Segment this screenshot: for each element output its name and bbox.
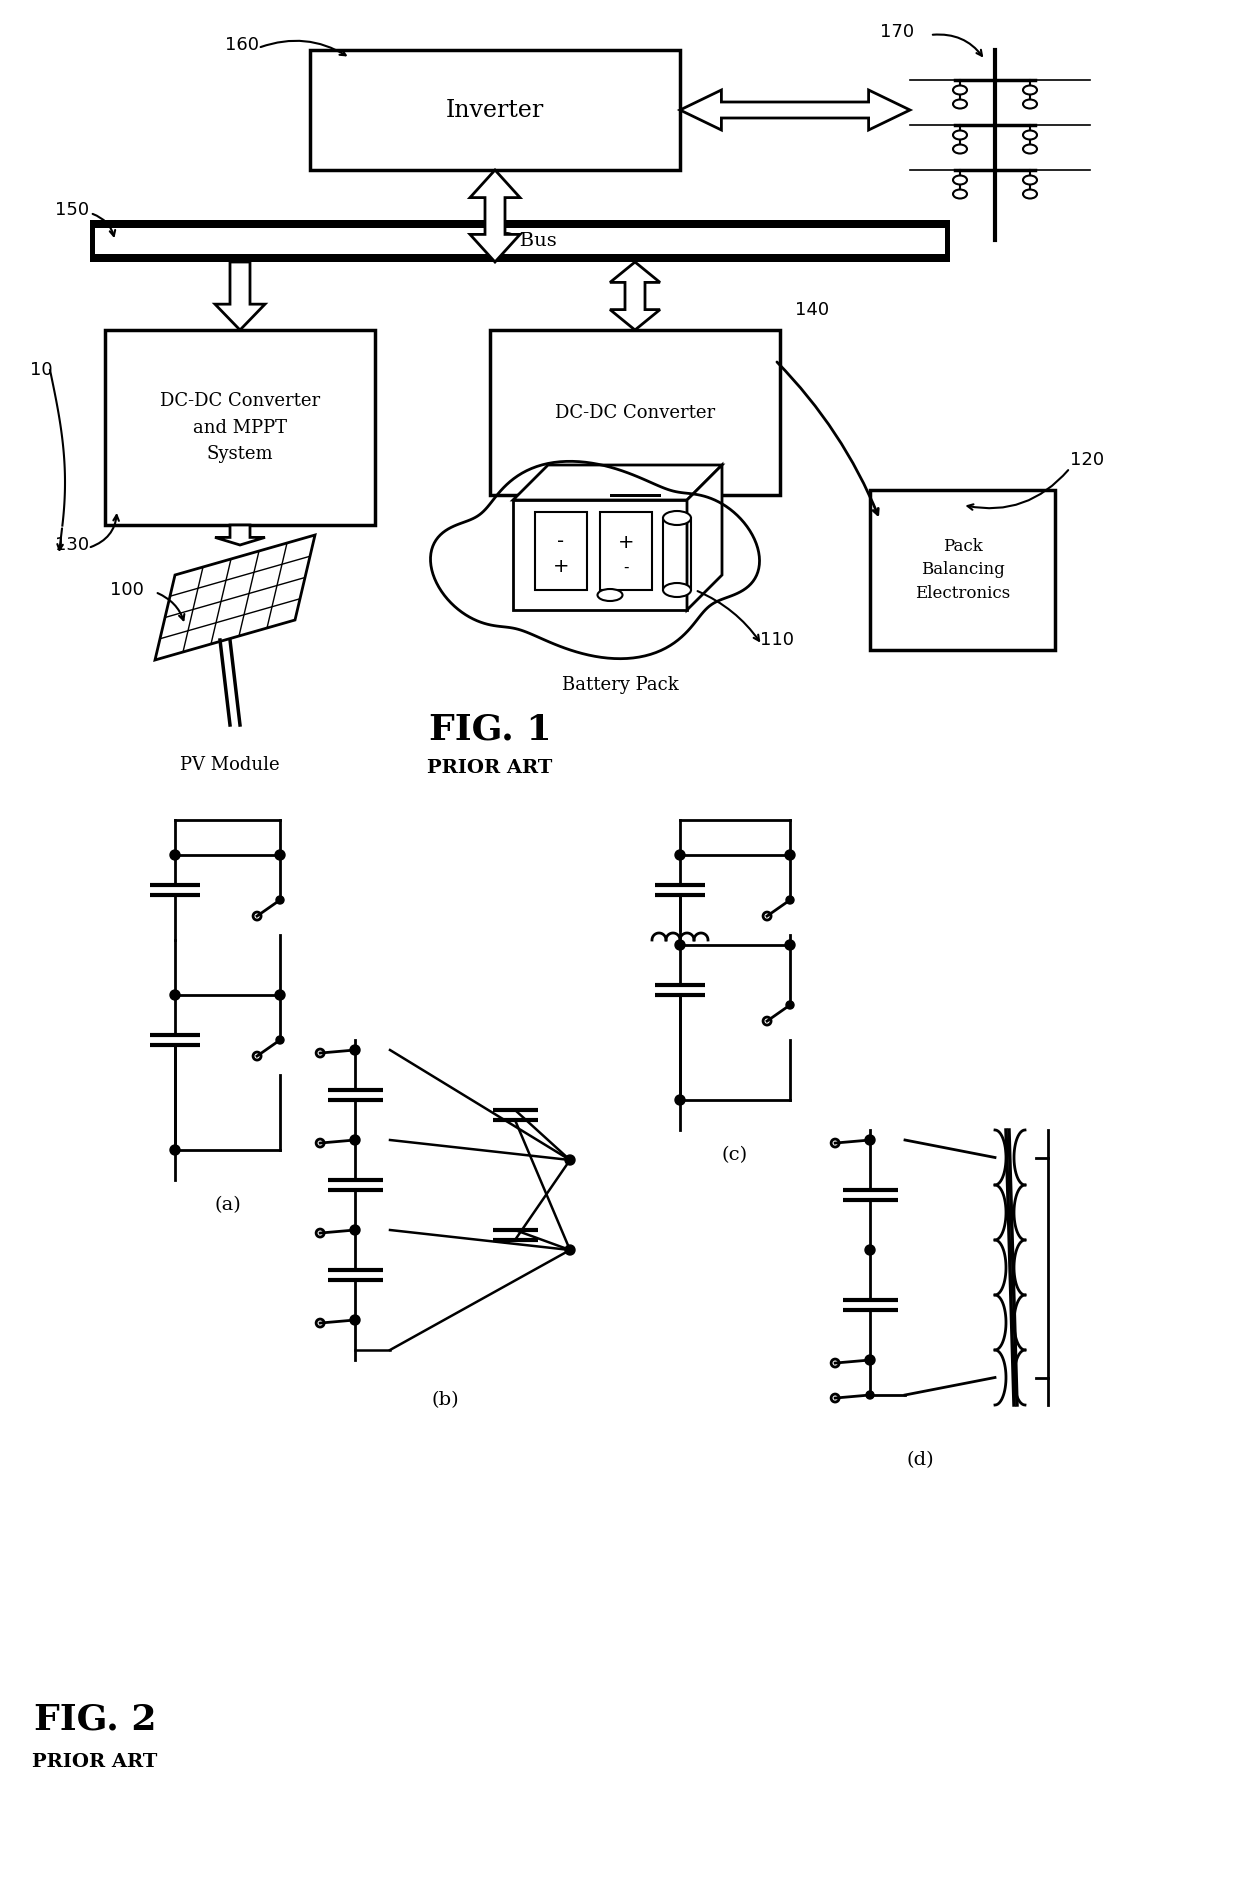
Circle shape	[275, 990, 285, 999]
Text: DC-DC Converter: DC-DC Converter	[556, 403, 715, 422]
Circle shape	[351, 1046, 360, 1054]
Polygon shape	[215, 525, 265, 546]
Circle shape	[866, 1355, 875, 1364]
Polygon shape	[513, 465, 722, 501]
Bar	[490, 329, 780, 495]
Text: 110: 110	[760, 630, 794, 649]
Bar	[600, 512, 652, 589]
Bar	[310, 51, 680, 169]
Polygon shape	[610, 262, 660, 329]
Ellipse shape	[663, 583, 691, 597]
Text: 140: 140	[795, 301, 830, 320]
Circle shape	[675, 1095, 684, 1105]
Circle shape	[565, 1156, 575, 1165]
Circle shape	[170, 1144, 180, 1156]
Circle shape	[675, 851, 684, 860]
Ellipse shape	[1023, 130, 1037, 139]
Circle shape	[786, 1001, 794, 1009]
Text: (a): (a)	[215, 1195, 241, 1214]
Bar	[105, 329, 374, 525]
Text: Pack
Balancing
Electronics: Pack Balancing Electronics	[915, 538, 1011, 602]
Circle shape	[866, 1246, 875, 1255]
Circle shape	[866, 1135, 875, 1144]
Text: Battery Pack: Battery Pack	[562, 676, 678, 694]
Text: +: +	[618, 533, 634, 551]
Circle shape	[351, 1225, 360, 1235]
Text: 160: 160	[224, 36, 259, 55]
Text: FIG. 2: FIG. 2	[33, 1703, 156, 1737]
Bar	[870, 489, 1055, 649]
Circle shape	[866, 1137, 874, 1144]
Circle shape	[277, 896, 284, 903]
Ellipse shape	[663, 512, 691, 525]
Bar	[534, 512, 587, 589]
Circle shape	[866, 1357, 874, 1364]
Circle shape	[351, 1137, 360, 1144]
Ellipse shape	[954, 85, 967, 94]
Text: DC Bus: DC Bus	[484, 231, 557, 250]
Text: -: -	[558, 533, 564, 551]
Text: (d): (d)	[906, 1451, 934, 1470]
Text: (b): (b)	[432, 1391, 459, 1410]
Circle shape	[786, 896, 794, 903]
Text: DC-DC Converter
and MPPT
System: DC-DC Converter and MPPT System	[160, 391, 320, 463]
Ellipse shape	[954, 175, 967, 184]
Text: 10: 10	[30, 361, 52, 378]
Polygon shape	[470, 169, 520, 262]
Text: 130: 130	[55, 536, 89, 553]
Text: -: -	[624, 559, 629, 574]
Circle shape	[350, 1045, 360, 1056]
Polygon shape	[95, 228, 945, 254]
Text: PV Module: PV Module	[180, 757, 280, 774]
Polygon shape	[687, 465, 722, 610]
Circle shape	[565, 1246, 575, 1255]
Ellipse shape	[954, 130, 967, 139]
Circle shape	[351, 1316, 360, 1325]
Circle shape	[277, 1035, 284, 1045]
Polygon shape	[215, 262, 265, 329]
Circle shape	[350, 1135, 360, 1144]
Text: Inverter: Inverter	[446, 98, 544, 122]
Circle shape	[675, 939, 684, 950]
Text: PRIOR ART: PRIOR ART	[428, 758, 553, 777]
Ellipse shape	[1023, 85, 1037, 94]
Ellipse shape	[954, 145, 967, 154]
Text: (c): (c)	[722, 1146, 748, 1163]
Text: 100: 100	[110, 582, 144, 598]
Ellipse shape	[1023, 100, 1037, 109]
Polygon shape	[680, 90, 910, 130]
Circle shape	[785, 939, 795, 950]
Polygon shape	[513, 501, 687, 610]
Circle shape	[170, 851, 180, 860]
Polygon shape	[91, 220, 950, 262]
Text: PRIOR ART: PRIOR ART	[32, 1752, 157, 1771]
Circle shape	[350, 1316, 360, 1325]
Text: FIG. 1: FIG. 1	[429, 713, 552, 747]
Ellipse shape	[598, 589, 622, 600]
Circle shape	[785, 851, 795, 860]
Text: +: +	[553, 557, 569, 576]
Ellipse shape	[1023, 175, 1037, 184]
Text: 170: 170	[880, 23, 914, 41]
Ellipse shape	[954, 100, 967, 109]
Circle shape	[275, 851, 285, 860]
Circle shape	[866, 1391, 874, 1398]
Circle shape	[350, 1225, 360, 1235]
Circle shape	[170, 990, 180, 999]
Ellipse shape	[954, 190, 967, 198]
Text: 120: 120	[1070, 452, 1104, 469]
Ellipse shape	[1023, 145, 1037, 154]
Ellipse shape	[1023, 190, 1037, 198]
Text: 150: 150	[55, 201, 89, 218]
Polygon shape	[155, 534, 315, 661]
